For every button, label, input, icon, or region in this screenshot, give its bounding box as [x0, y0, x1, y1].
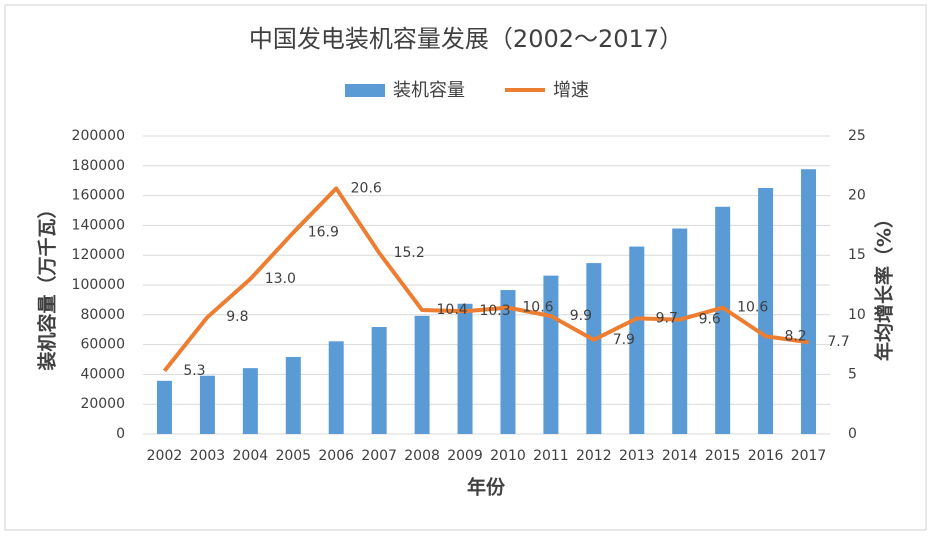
- bar: [715, 206, 731, 434]
- data-label: 13.0: [265, 271, 296, 287]
- x-tick-label: 2011: [533, 448, 569, 464]
- y-tick-label: 200000: [72, 128, 125, 144]
- y-tick-label: 80000: [80, 307, 125, 323]
- y2-tick-label: 0: [848, 426, 857, 442]
- bar: [156, 380, 172, 434]
- bar: [457, 303, 473, 434]
- data-label: 5.3: [183, 363, 205, 379]
- bar: [801, 169, 817, 435]
- y2-tick-label: 20: [848, 188, 866, 204]
- y-tick-label: 0: [116, 426, 125, 442]
- data-label: 9.7: [656, 310, 678, 326]
- y2-tick-label: 15: [848, 247, 866, 263]
- y-tick-label: 120000: [72, 247, 125, 263]
- x-tick-label: 2007: [361, 448, 397, 464]
- x-tick-label: 2002: [147, 448, 183, 464]
- y2-tick-label: 10: [848, 307, 866, 323]
- x-tick-label: 2013: [619, 448, 655, 464]
- x-tick-label: 2009: [447, 448, 483, 464]
- x-tick-label: 2015: [705, 448, 741, 464]
- data-label: 15.2: [394, 245, 425, 261]
- bar: [500, 290, 516, 434]
- legend-swatch: [345, 84, 385, 97]
- y2-tick-label: 25: [848, 128, 866, 144]
- x-tick-label: 2014: [662, 448, 698, 464]
- x-tick-label: 2017: [791, 448, 827, 464]
- y-tick-label: 180000: [72, 158, 125, 174]
- bar: [414, 315, 430, 434]
- legend-label: 装机容量: [393, 80, 465, 101]
- y-tick-label: 160000: [72, 188, 125, 204]
- y-tick-label: 60000: [80, 337, 125, 353]
- y2-tick-label: 5: [848, 366, 857, 382]
- data-label: 10.6: [522, 300, 553, 316]
- x-tick-label: 2016: [748, 448, 784, 464]
- x-axis-title: 年份: [467, 476, 506, 499]
- y-axis-title: 装机容量（万千瓦）: [36, 199, 59, 371]
- bar: [199, 375, 215, 434]
- data-label: 7.7: [827, 334, 849, 350]
- bar: [629, 246, 645, 434]
- x-tick-label: 2008: [404, 448, 440, 464]
- bar: [586, 263, 602, 434]
- y-tick-label: 140000: [72, 217, 125, 233]
- x-tick-label: 2010: [490, 448, 526, 464]
- legend-label: 增速: [553, 80, 589, 101]
- x-tick-label: 2012: [576, 448, 612, 464]
- x-tick-label: 2003: [190, 448, 226, 464]
- bar: [758, 188, 774, 434]
- line: [162, 186, 809, 373]
- bar: [328, 341, 344, 434]
- bar: [371, 327, 387, 434]
- data-label: 16.9: [308, 225, 339, 241]
- x-tick-label: 2006: [318, 448, 354, 464]
- data-label: 9.6: [699, 312, 721, 328]
- y-tick-label: 100000: [72, 277, 125, 293]
- data-label: 10.3: [479, 303, 510, 319]
- data-label: 10.6: [737, 300, 768, 316]
- bar: [285, 356, 301, 434]
- x-tick-label: 2004: [233, 448, 269, 464]
- data-label: 20.6: [351, 180, 382, 196]
- data-label: 7.9: [613, 332, 635, 348]
- data-label: 9.9: [570, 308, 592, 324]
- chart-title: 中国发电装机容量发展（2002～2017）: [249, 25, 683, 53]
- data-label: 10.4: [437, 302, 468, 318]
- y2-axis-title: 年均增长率（%）: [873, 209, 896, 361]
- x-tick-label: 2005: [275, 448, 311, 464]
- y-tick-label: 20000: [80, 396, 125, 412]
- data-label: 8.2: [784, 328, 806, 344]
- bar: [242, 368, 258, 434]
- y-tick-label: 40000: [80, 366, 125, 382]
- bar: [672, 228, 688, 434]
- data-label: 9.8: [226, 309, 248, 325]
